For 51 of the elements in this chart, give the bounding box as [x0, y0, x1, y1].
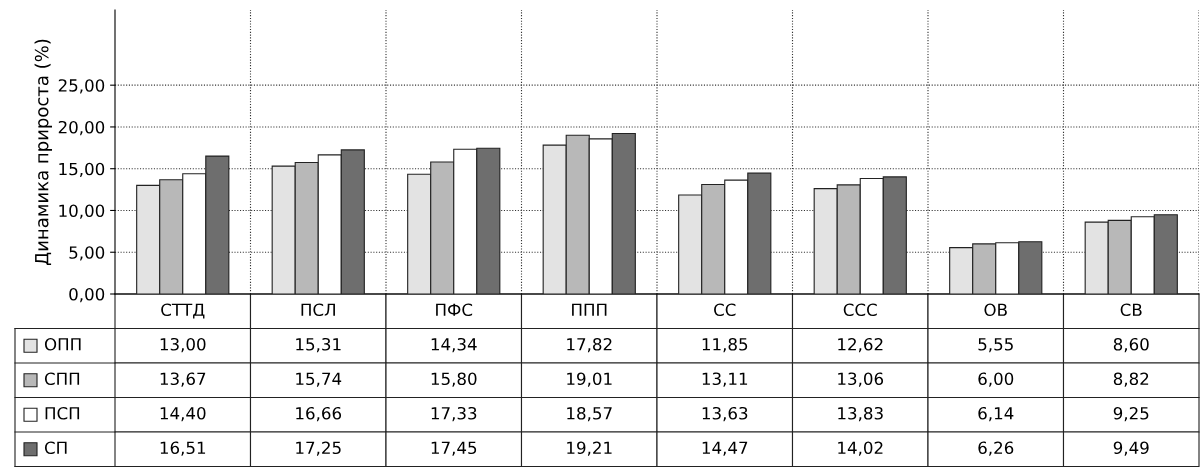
data-label: 13,00 — [160, 337, 206, 353]
legend-label: ПСП — [45, 406, 80, 420]
data-label: 15,74 — [296, 372, 342, 387]
data-label: 16,51 — [160, 441, 206, 456]
data-label: 8,60 — [1113, 337, 1149, 353]
x-tick-label: ССС — [843, 303, 877, 317]
data-label: 11,85 — [702, 337, 748, 353]
x-tick-label: ОВ — [984, 303, 1007, 317]
x-tick-label: ПФС — [436, 303, 473, 317]
data-label: 14,47 — [702, 441, 748, 456]
data-label: 19,21 — [567, 441, 612, 456]
x-tick-label: СС — [714, 303, 736, 317]
data-label: 13,06 — [838, 372, 884, 387]
legend-label: СПП — [44, 372, 80, 386]
x-tick-label: ПСЛ — [301, 303, 335, 317]
data-label: 13,63 — [702, 406, 748, 422]
data-label: 14,40 — [160, 406, 206, 422]
data-label: 16,66 — [296, 406, 342, 422]
y-tick-label: 5,00 — [69, 246, 105, 261]
data-label: 15,31 — [296, 337, 341, 353]
data-label: 13,83 — [838, 406, 883, 422]
y-tick-label: 25,00 — [58, 79, 105, 94]
data-label: 17,25 — [296, 441, 341, 456]
data-label: 6,00 — [978, 372, 1014, 387]
data-label: 17,33 — [431, 406, 477, 422]
data-label: 6,26 — [978, 441, 1014, 456]
y-tick-label: 15,00 — [59, 162, 105, 177]
y-axis-title: Динамика прироста (%) — [34, 39, 53, 265]
data-label: 14,34 — [431, 337, 477, 353]
data-label: 6,14 — [978, 406, 1014, 422]
data-label: 18,57 — [567, 406, 612, 422]
data-label: 13,11 — [702, 372, 748, 387]
x-tick-label: СТТД — [161, 303, 205, 319]
data-label: 8,82 — [1113, 372, 1149, 387]
legend-label: СП — [44, 441, 67, 455]
legend-label: ОПП — [44, 337, 81, 351]
data-label: 9,49 — [1113, 441, 1149, 456]
data-label: 13,67 — [160, 372, 206, 387]
data-label: 5,55 — [978, 338, 1013, 353]
x-tick-label: СВ — [1120, 303, 1142, 317]
data-label: 17,82 — [567, 337, 612, 353]
data-label: 19,01 — [567, 372, 612, 387]
y-tick-label: 0,00 — [69, 287, 105, 303]
data-label: 17,45 — [431, 441, 477, 456]
data-label: 14,02 — [838, 441, 883, 456]
data-label: 15,80 — [431, 372, 477, 387]
y-tick-label: 20,00 — [58, 120, 105, 136]
x-tick-label: ППП — [572, 303, 607, 316]
y-tick-label: 10,00 — [59, 204, 105, 219]
data-label: 12,62 — [838, 337, 883, 353]
data-label: 9,25 — [1113, 406, 1149, 422]
